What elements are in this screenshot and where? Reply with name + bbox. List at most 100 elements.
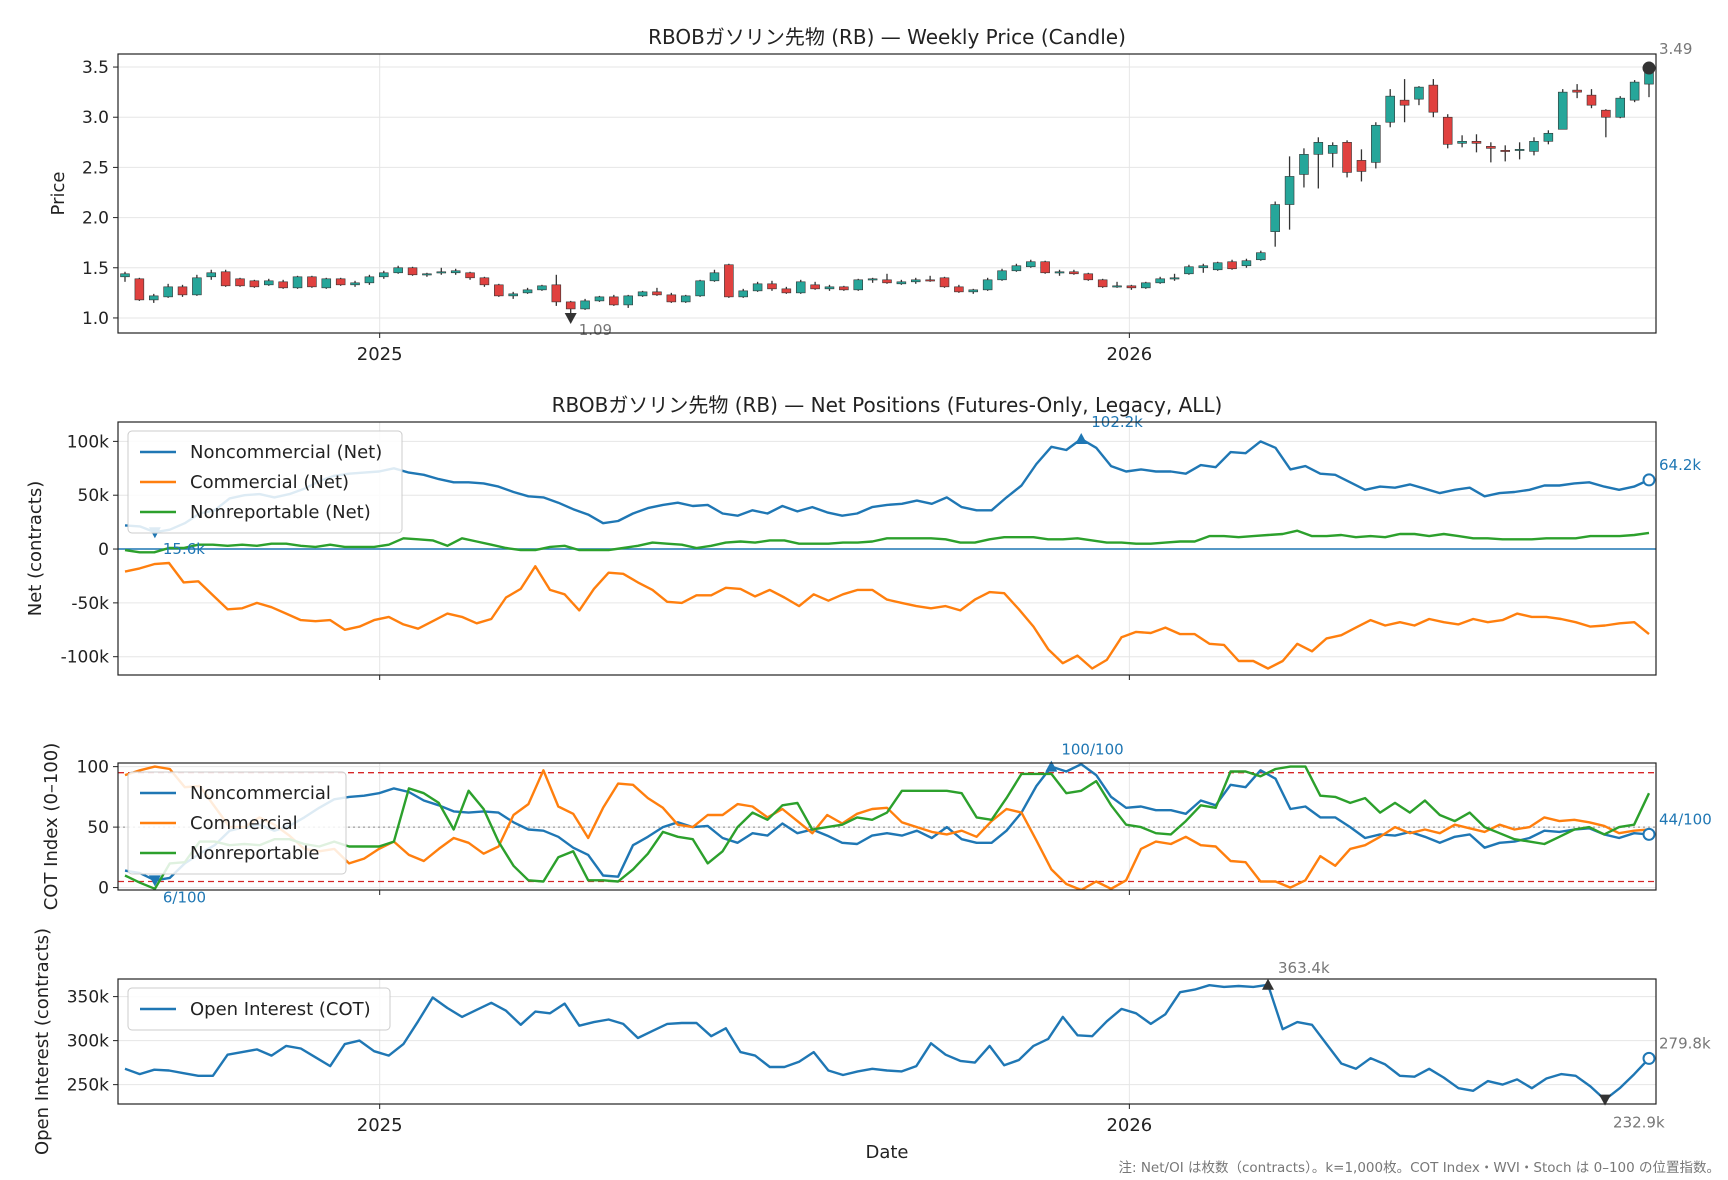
candle-body — [1543, 132, 1554, 142]
series-line-commercial — [124, 765, 1650, 890]
legend-label: Open Interest (COT) — [190, 999, 371, 1020]
candle-body — [1126, 285, 1137, 289]
candle-body — [235, 278, 245, 287]
candle-body — [264, 280, 274, 286]
candle-body — [163, 286, 173, 298]
legend-label: Noncommercial (Net) — [190, 442, 382, 463]
candle-body — [522, 289, 533, 294]
candle-body — [724, 264, 734, 298]
cot-annotation-marker — [1642, 827, 1656, 841]
candle-body — [278, 281, 288, 289]
footnote: 注: Net/OI は枚数（contracts）。k=1,000枚。COT In… — [1118, 1160, 1720, 1176]
legend-label: Noncommercial — [190, 783, 331, 804]
candle-body — [882, 279, 892, 284]
candle-body — [1371, 124, 1381, 163]
price-ytick-label: 1.5 — [82, 259, 109, 279]
candle-body — [652, 291, 662, 296]
candle-body — [738, 290, 748, 298]
net-ytick-label: 0 — [98, 540, 109, 560]
candle-body — [1486, 146, 1496, 149]
candle-body — [177, 286, 188, 296]
price-annotation-marker — [1642, 61, 1656, 75]
price-title: RBOBガソリン先物 (RB) — Weekly Price (Candle) — [648, 25, 1126, 49]
oi-ytick-label: 250k — [67, 1076, 109, 1096]
candle-body — [752, 283, 763, 292]
oi-xlabel: Date — [865, 1142, 908, 1163]
candle-body — [1069, 271, 1079, 275]
oi-annotation-marker — [1262, 978, 1274, 990]
candle-body — [910, 279, 921, 283]
candle-body — [1169, 277, 1180, 280]
candle-body — [1629, 81, 1640, 101]
series-line-nonreportable — [124, 765, 1651, 890]
candle-body — [407, 267, 418, 276]
oi-ylabel: Open Interest (contracts) — [32, 928, 53, 1155]
candle-body — [1054, 271, 1065, 274]
candle-body — [450, 270, 461, 274]
candle-body — [609, 296, 619, 306]
oi-annotation-marker — [1642, 1051, 1656, 1065]
net-annotation-marker — [1642, 473, 1656, 487]
panel-net: -100k-50k050k100k102.2k15.6k64.2kNoncomm… — [25, 393, 1701, 680]
series-line-nonreportable-net- — [124, 529, 1650, 554]
price-xtick-label: 2025 — [357, 344, 403, 365]
price-annotation-marker — [564, 312, 577, 324]
candle-body — [422, 273, 432, 276]
candle-body — [1112, 285, 1122, 288]
cot-annotation-label: 44/100 — [1659, 810, 1712, 828]
candle-body — [134, 278, 145, 301]
price-annotation-label: 3.49 — [1659, 40, 1692, 58]
net-ytick-label: 50k — [78, 486, 110, 506]
legend-box — [127, 987, 391, 1031]
legend-label: Nonreportable (Net) — [190, 502, 371, 523]
net-ylabel: Net (contracts) — [25, 481, 46, 617]
price-plot-area — [120, 65, 1654, 318]
net-annotation-label: 64.2k — [1659, 456, 1701, 474]
oi-ytick-label: 350k — [67, 988, 109, 1008]
legend-box — [127, 771, 347, 875]
net-annotation-marker — [1075, 433, 1088, 445]
candle-body — [1241, 260, 1252, 267]
candle-body — [824, 286, 835, 290]
candle-body — [1529, 141, 1539, 152]
panel-oi: 250k 300k 350k 2025 2026 363.4k 232.9k 279.8k Op… — [32, 928, 1711, 1163]
price-ytick-label: 3.0 — [82, 108, 109, 128]
legend-label: Commercial — [190, 813, 298, 834]
candle-body — [810, 284, 820, 290]
cot-ylabel: COT Index (0–100) — [41, 743, 62, 911]
candle-body — [1414, 86, 1424, 100]
candle-body — [968, 289, 979, 293]
oi-annotation-label: 232.9k — [1613, 1114, 1665, 1132]
candle-body — [1500, 150, 1510, 152]
candle-body — [206, 272, 217, 278]
candle-body — [623, 295, 633, 306]
candle-body — [1327, 145, 1338, 154]
candle-body — [1284, 176, 1295, 205]
candle-body — [508, 293, 518, 297]
net-ytick-label: -50k — [71, 594, 109, 614]
cot-annotation-marker — [1045, 760, 1058, 772]
price-ytick-label: 2.0 — [82, 209, 109, 229]
candle-body — [1155, 278, 1165, 284]
candle-body — [925, 279, 935, 282]
cot-ytick-label: 100 — [77, 758, 109, 778]
candle-body — [537, 285, 547, 291]
oi-annotation-label: 363.4k — [1278, 959, 1330, 977]
candle-body — [307, 276, 317, 288]
candle-body — [896, 281, 907, 285]
candle-body — [709, 272, 720, 282]
candle-body — [997, 270, 1007, 281]
series-line-open-interest-cot- — [124, 983, 1650, 1101]
candle-body — [680, 295, 691, 303]
net-axes-frame — [117, 421, 1657, 676]
candle-body — [120, 273, 130, 278]
candle-body — [335, 278, 346, 286]
cot-ytick-label: 50 — [87, 818, 109, 838]
series-line-commercial-net- — [124, 561, 1650, 670]
candle-body — [1428, 84, 1439, 113]
candle-body — [465, 272, 475, 279]
candle-body — [853, 279, 864, 291]
oi-plot-area — [124, 983, 1650, 1101]
oi-ytick-label: 300k — [67, 1032, 109, 1052]
